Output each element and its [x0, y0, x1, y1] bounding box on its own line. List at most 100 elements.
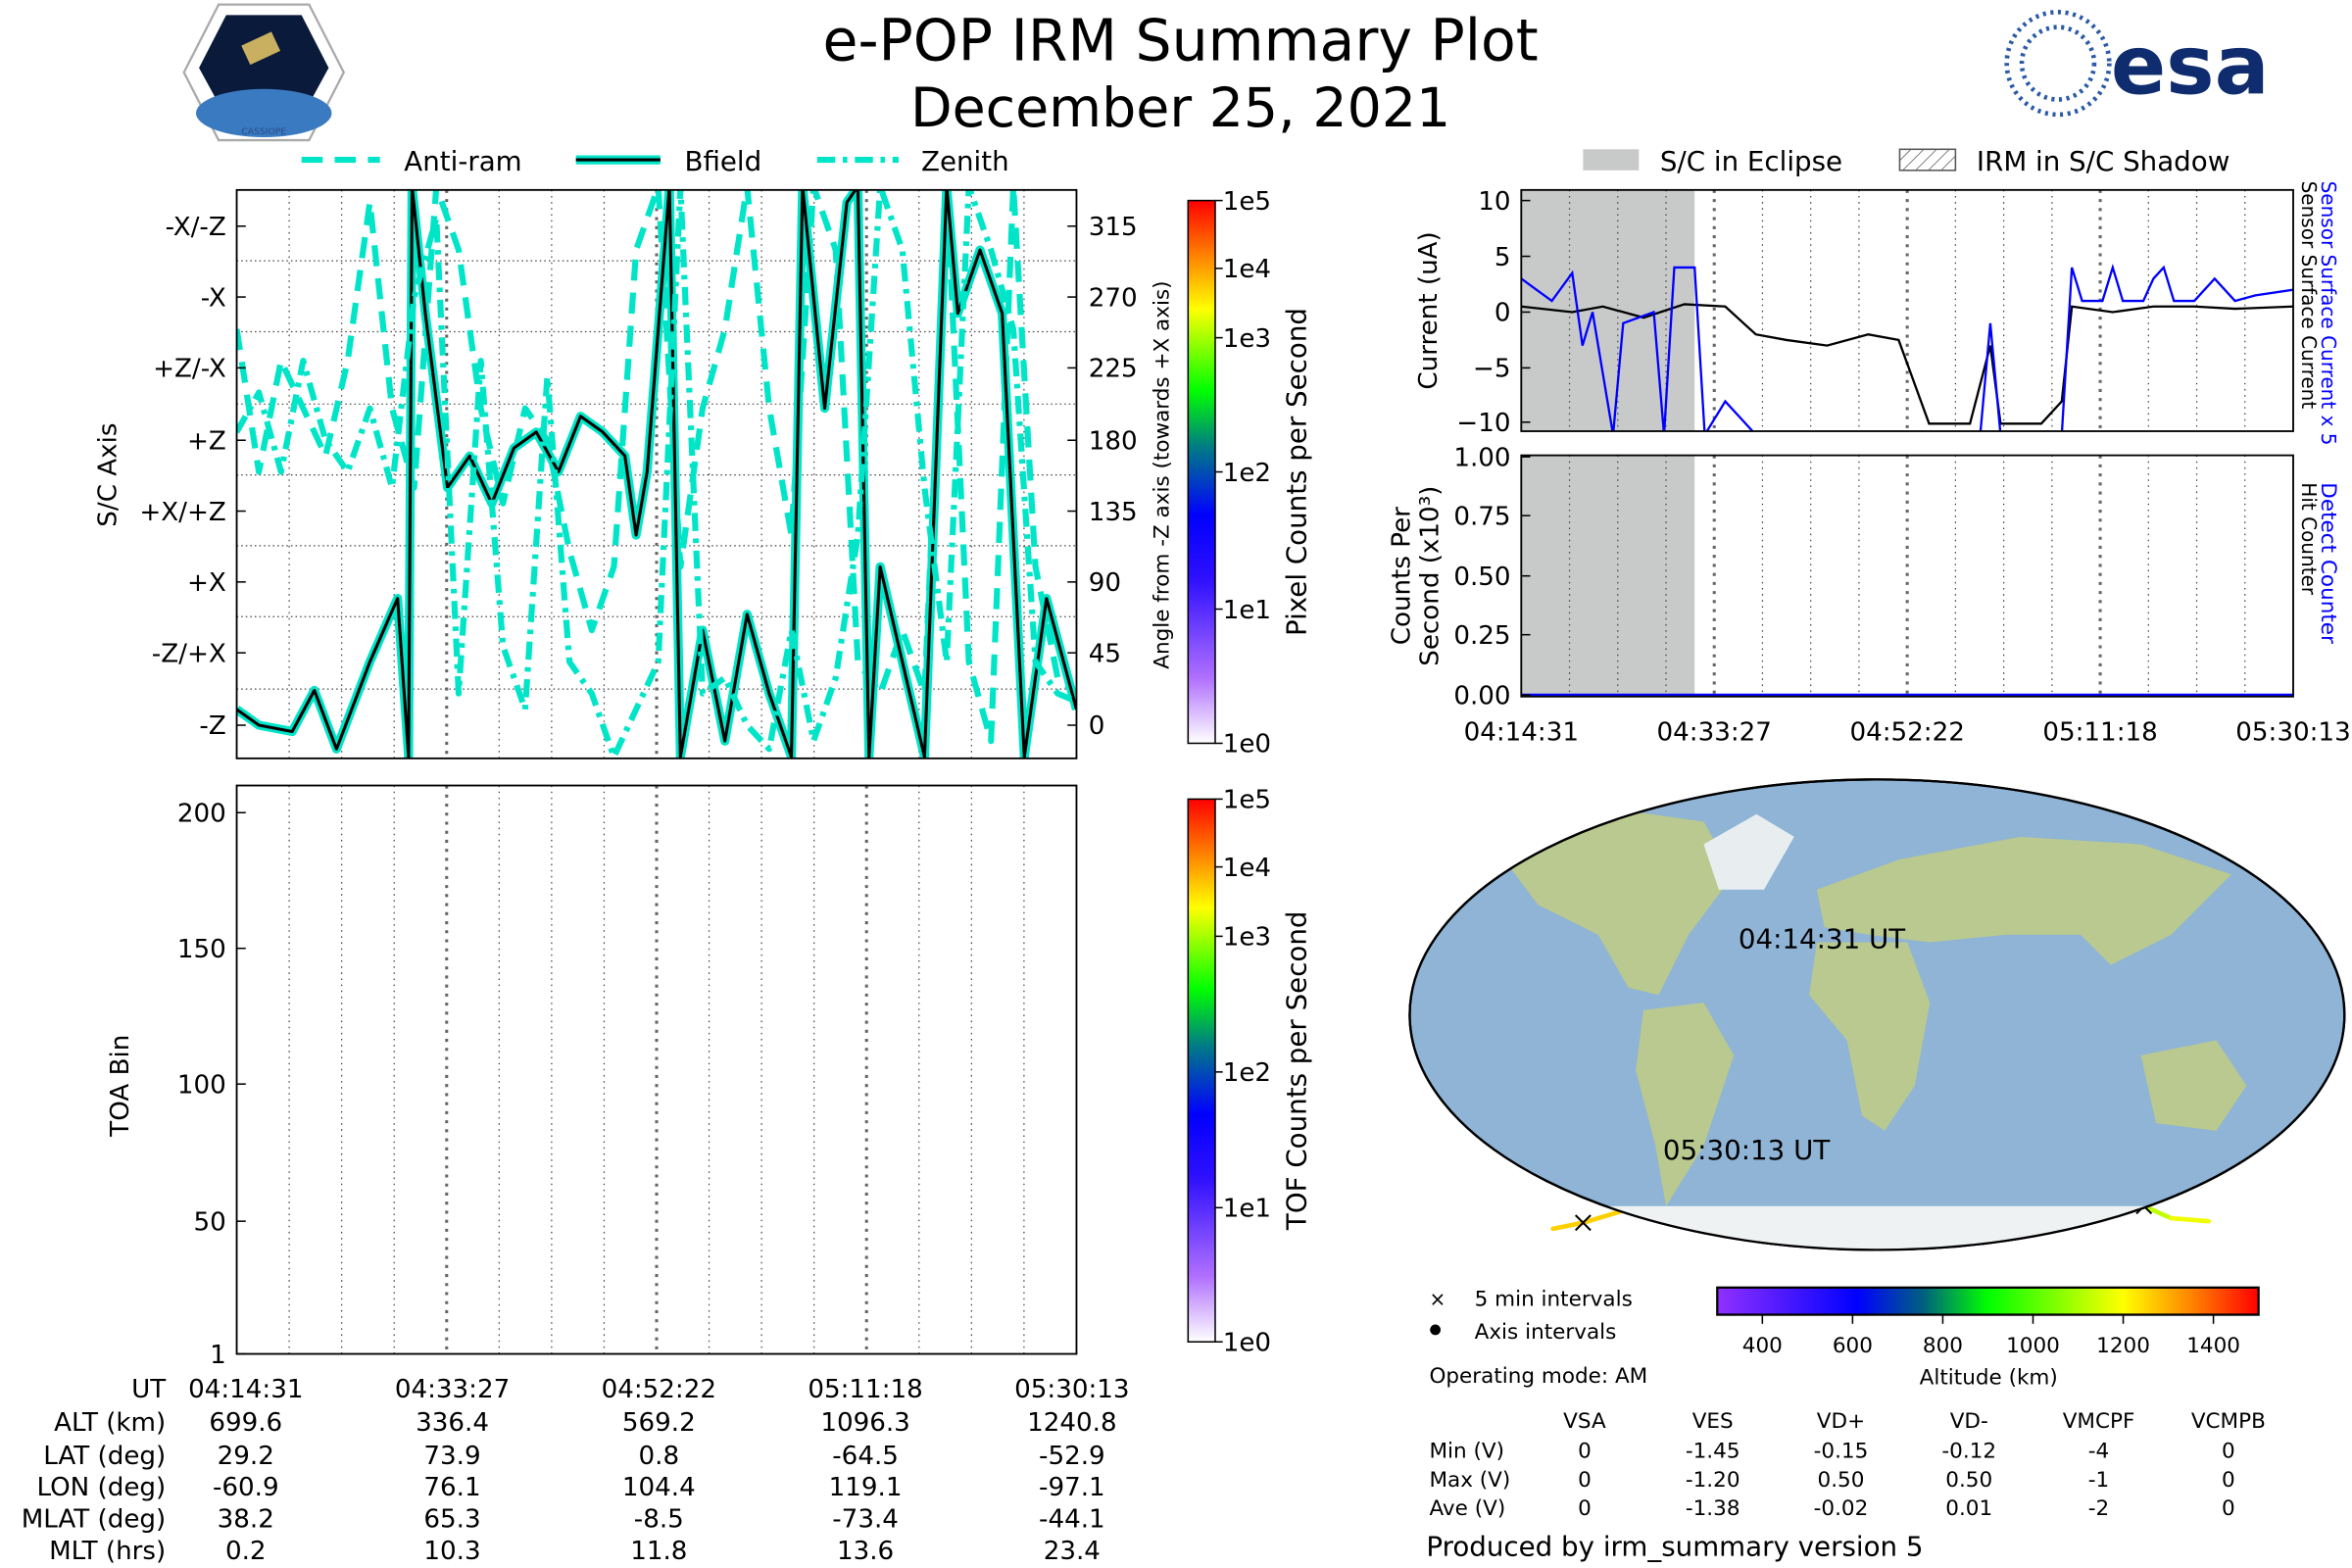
- voltage-col-header: VES: [1692, 1409, 1734, 1434]
- svg-text:CASSIOPE: CASSIOPE: [241, 126, 286, 137]
- counts-tick: 0.75: [1453, 502, 1510, 531]
- pixel-cb-tick: 1e0: [1223, 730, 1271, 760]
- ephemeris-cell: 04:33:27: [395, 1375, 510, 1404]
- counts-tick: 0.25: [1453, 621, 1510, 651]
- pixel-counts-colorbar: [1187, 199, 1216, 745]
- legend-5min: 5 min intervals: [1475, 1287, 1633, 1311]
- ephemeris-cell: 05:11:18: [808, 1375, 922, 1404]
- altitude-tick: 1400: [2186, 1334, 2240, 1358]
- ephemeris-cell: 104.4: [622, 1473, 696, 1502]
- toa-tick: 50: [194, 1207, 226, 1237]
- voltage-cell: 0.50: [1945, 1468, 1992, 1493]
- voltage-row-label: Min (V): [1429, 1440, 1504, 1464]
- attitude-axis-label: -Z/+X: [152, 639, 226, 668]
- svg-text:esa: esa: [2111, 18, 2270, 113]
- attitude-plot-frame: [235, 188, 1078, 760]
- altitude-tick: 1000: [2006, 1334, 2060, 1358]
- ephemeris-cell: -8.5: [634, 1504, 684, 1534]
- voltage-cell: 0: [1578, 1496, 1592, 1521]
- ephemeris-cell: 336.4: [416, 1408, 489, 1438]
- legend-anti-ram: Anti-ram: [404, 145, 521, 177]
- ephemeris-cell: 10.3: [423, 1537, 480, 1566]
- voltage-col-header: VD+: [1817, 1409, 1865, 1434]
- counts-right-label-black: Hit Counter: [2297, 482, 2321, 595]
- tof-cb-tick: 1e5: [1223, 786, 1271, 815]
- voltage-cell: -0.15: [1814, 1440, 1869, 1464]
- attitude-axis-label: +X: [187, 568, 226, 598]
- counts-tick: 0.00: [1453, 681, 1510, 710]
- tof-colorbar-label: TOF Counts per Second: [1280, 911, 1312, 1232]
- ephemeris-cell: 1240.8: [1027, 1408, 1116, 1438]
- voltage-cell: 0: [1578, 1468, 1592, 1493]
- current-right-label-blue: Sensor Surface Current x 5: [2317, 181, 2340, 446]
- pixel-cb-tick: 1e3: [1223, 324, 1271, 354]
- legend-axis: Axis intervals: [1475, 1320, 1617, 1345]
- ephemeris-cell: 65.3: [423, 1504, 480, 1534]
- eclipse-legend: S/C in Eclipse IRM in S/C Shadow: [1583, 145, 2230, 177]
- voltage-col-header: VCMPB: [2191, 1409, 2266, 1434]
- legend-shadow: IRM in S/C Shadow: [1977, 145, 2230, 177]
- ephemeris-cell: 119.1: [829, 1473, 903, 1502]
- current-tick: 10: [1478, 187, 1510, 217]
- voltage-cell: -0.02: [1814, 1496, 1869, 1521]
- legend-zenith: Zenith: [921, 145, 1009, 177]
- counts-x-tick: 04:52:22: [1849, 717, 1964, 747]
- ephemeris-cell: 569.2: [622, 1408, 696, 1438]
- counts-x-tick: 05:11:18: [2042, 717, 2157, 747]
- eclipse-region: [1521, 455, 1695, 697]
- ephemeris-cell: -52.9: [1039, 1442, 1105, 1471]
- attitude-angle-tick: 270: [1089, 283, 1138, 313]
- voltage-cell: -2: [2088, 1496, 2109, 1521]
- pixel-cb-tick: 1e5: [1223, 187, 1271, 217]
- attitude-angle-tick: 0: [1089, 711, 1105, 741]
- current-tick: 5: [1494, 243, 1511, 272]
- voltage-cell: 0: [1578, 1440, 1592, 1464]
- altitude-tick: 600: [1833, 1334, 1873, 1358]
- attitude-right-ylabel: Angle from -Z axis (towards +X axis): [1150, 280, 1174, 668]
- attitude-angle-tick: 225: [1089, 355, 1138, 384]
- ground-track-segment: [2169, 1215, 2212, 1224]
- footer-text: Produced by irm_summary version 5: [1426, 1531, 1923, 1563]
- attitude-axis-label: -X/-Z: [166, 213, 226, 242]
- voltage-cell: 0: [2222, 1496, 2235, 1521]
- operating-mode: Operating mode: AM: [1429, 1364, 1647, 1389]
- current-series: [1521, 263, 2293, 431]
- tof-cb-tick: 1e3: [1223, 923, 1271, 953]
- esa-logo: esa: [2004, 9, 2270, 118]
- ephemeris-row-label: MLAT (deg): [22, 1504, 167, 1534]
- current-right-label-black: Sensor Surface Current: [2297, 181, 2321, 410]
- attitude-ylabel: S/C Axis: [93, 423, 122, 527]
- counts-x-tick: 04:33:27: [1657, 717, 1772, 747]
- voltage-col-header: VD-: [1950, 1409, 1988, 1434]
- ephemeris-cell: 05:30:13: [1014, 1375, 1129, 1404]
- current-tick: 0: [1494, 299, 1511, 328]
- tof-cb-tick: 1e4: [1223, 854, 1271, 883]
- ephemeris-cell: 0.8: [639, 1442, 680, 1471]
- legend-bfield: Bfield: [684, 145, 761, 177]
- ephemeris-cell: 0.2: [225, 1537, 267, 1566]
- attitude-angle-tick: 90: [1089, 568, 1121, 598]
- ephemeris-cell: 11.8: [630, 1537, 687, 1566]
- five-min-marker-icon: [1574, 1214, 1592, 1232]
- voltage-cell: -1.45: [1686, 1440, 1740, 1464]
- toa-ylabel: TOA Bin: [106, 1035, 135, 1138]
- voltage-cell: 0.50: [1818, 1468, 1865, 1493]
- voltage-cell: -1.20: [1686, 1468, 1740, 1493]
- figure-date: December 25, 2021: [910, 77, 1450, 140]
- legend-eclipse: S/C in Eclipse: [1660, 145, 1842, 177]
- cassiope-logo: CASSIOPE: [182, 3, 346, 142]
- attitude-axis-label: -Z: [199, 711, 225, 741]
- attitude-axis-label: +Z/-X: [153, 355, 226, 384]
- counts-ylabel-line1: Counts Per: [1387, 507, 1416, 645]
- figure-title: e-POP IRM Summary Plot: [822, 8, 1538, 74]
- toa-plot-frame: [235, 784, 1078, 1355]
- toa-tick: 150: [177, 935, 226, 964]
- altitude-tick: 1200: [2096, 1334, 2150, 1358]
- current-plot-frame: [1520, 188, 2294, 432]
- ephemeris-cell: 38.2: [218, 1504, 274, 1534]
- ephemeris-row-label: MLT (hrs): [49, 1537, 166, 1566]
- ephemeris-cell: 13.6: [837, 1537, 894, 1566]
- ground-track-segment: [2141, 1203, 2174, 1221]
- altitude-tick: 800: [1923, 1334, 1963, 1358]
